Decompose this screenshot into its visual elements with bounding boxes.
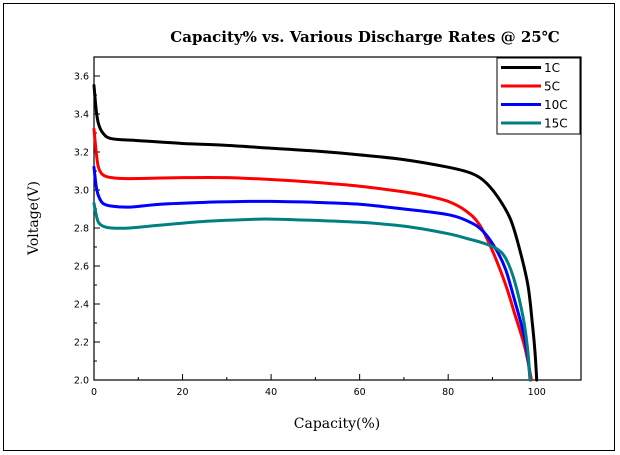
legend-label-15C: 15C bbox=[544, 117, 568, 131]
y-tick-label: 2.2 bbox=[74, 338, 89, 349]
series-line-1C bbox=[92, 84, 539, 382]
series-line-15C bbox=[92, 201, 532, 382]
y-tick-label: 2.6 bbox=[74, 262, 89, 273]
legend-label-10C: 10C bbox=[544, 98, 568, 112]
x-axis-label: Capacity(%) bbox=[294, 416, 380, 432]
legend: 1C 5C 10C 15C bbox=[496, 57, 581, 135]
legend-label-5C: 5C bbox=[544, 80, 560, 94]
axis-ticks: 0 20 40 60 80 100 2.0 2.2 2.4 2.6 2.8 3.0 3.2 3.4 3.6 bbox=[74, 72, 546, 399]
x-tick-label: 60 bbox=[354, 387, 366, 398]
y-axis-label: Voltage(V) bbox=[26, 181, 42, 256]
series-line-10C bbox=[92, 165, 532, 382]
y-tick-label: 3.4 bbox=[74, 110, 89, 121]
y-tick-label: 2.0 bbox=[74, 376, 89, 387]
y-tick-label: 2.8 bbox=[74, 224, 89, 235]
x-tick-label: 80 bbox=[442, 387, 454, 398]
chart-title: Capacity% vs. Various Discharge Rates @ … bbox=[170, 28, 559, 46]
y-tick-label: 3.2 bbox=[74, 148, 89, 159]
y-tick-label: 3.0 bbox=[74, 186, 89, 197]
y-tick-label: 3.6 bbox=[74, 72, 89, 83]
y-tick-label: 2.4 bbox=[74, 300, 89, 311]
x-tick-label: 100 bbox=[528, 387, 546, 398]
legend-box bbox=[496, 57, 581, 135]
series-line-5C bbox=[92, 127, 533, 382]
x-tick-label: 40 bbox=[265, 387, 277, 398]
x-tick-label: 0 bbox=[91, 387, 97, 398]
x-tick-label: 20 bbox=[176, 387, 188, 398]
legend-label-1C: 1C bbox=[544, 61, 560, 75]
series-layer bbox=[92, 84, 539, 382]
